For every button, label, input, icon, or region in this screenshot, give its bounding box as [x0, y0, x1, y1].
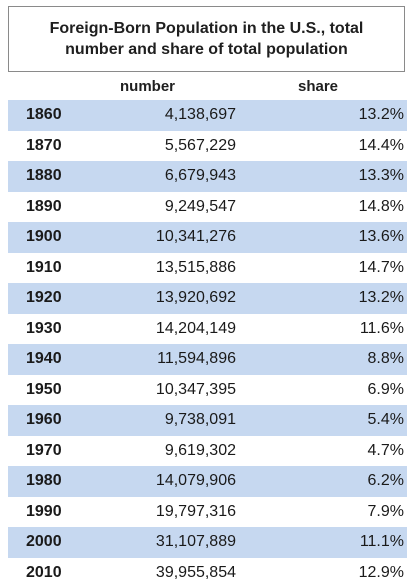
number-cell: 31,107,889	[156, 527, 236, 558]
share-cell: 5.4%	[368, 405, 404, 436]
year-cell: 1940	[26, 344, 62, 375]
share-cell: 13.2%	[359, 283, 404, 314]
table-row: 2000 31,107,889 11.1%	[8, 527, 407, 558]
table-row: 1880 6,679,943 13.3%	[8, 161, 407, 192]
number-cell: 39,955,854	[156, 558, 236, 588]
year-cell: 1900	[26, 222, 62, 253]
year-cell: 1860	[26, 100, 62, 131]
table-row: 1950 10,347,395 6.9%	[8, 375, 407, 406]
share-cell: 13.2%	[359, 100, 404, 131]
number-cell: 10,341,276	[156, 222, 236, 253]
year-cell: 2000	[26, 527, 62, 558]
table-row: 1980 14,079,906 6.2%	[8, 466, 407, 497]
number-cell: 11,594,896	[157, 344, 236, 375]
number-cell: 5,567,229	[165, 131, 236, 162]
year-cell: 1990	[26, 497, 62, 528]
year-cell: 1870	[26, 131, 62, 162]
table-row: 1900 10,341,276 13.6%	[8, 222, 407, 253]
table-row: 1920 13,920,692 13.2%	[8, 283, 407, 314]
year-cell: 1980	[26, 466, 62, 497]
year-cell: 1880	[26, 161, 62, 192]
number-cell: 9,738,091	[165, 405, 236, 436]
share-cell: 11.1%	[360, 527, 404, 558]
number-cell: 14,079,906	[156, 466, 236, 497]
number-cell: 9,249,547	[165, 192, 236, 223]
year-cell: 1950	[26, 375, 62, 406]
share-cell: 4.7%	[368, 436, 404, 467]
number-cell: 9,619,302	[165, 436, 236, 467]
table-row: 1960 9,738,091 5.4%	[8, 405, 407, 436]
share-cell: 11.6%	[360, 314, 404, 345]
column-header-share: share	[298, 78, 338, 95]
share-cell: 7.9%	[368, 497, 404, 528]
table-row: 1930 14,204,149 11.6%	[8, 314, 407, 345]
year-cell: 1910	[26, 253, 62, 284]
table-row: 1970 9,619,302 4.7%	[8, 436, 407, 467]
year-cell: 1920	[26, 283, 62, 314]
share-cell: 14.4%	[359, 131, 404, 162]
year-cell: 1890	[26, 192, 62, 223]
table-title: Foreign-Born Population in the U.S., tot…	[8, 6, 405, 72]
table-row: 1890 9,249,547 14.8%	[8, 192, 407, 223]
share-cell: 6.9%	[368, 375, 404, 406]
table-row: 1940 11,594,896 8.8%	[8, 344, 407, 375]
number-cell: 13,920,692	[156, 283, 236, 314]
table-row: 1860 4,138,697 13.2%	[8, 100, 407, 131]
header-row: number share	[8, 75, 407, 98]
column-header-number: number	[120, 78, 175, 95]
year-cell: 1960	[26, 405, 62, 436]
share-cell: 12.9%	[359, 558, 404, 588]
number-cell: 6,679,943	[165, 161, 236, 192]
number-cell: 13,515,886	[156, 253, 236, 284]
number-cell: 10,347,395	[156, 375, 236, 406]
table-row: 1910 13,515,886 14.7%	[8, 253, 407, 284]
table-row: 1870 5,567,229 14.4%	[8, 131, 407, 162]
number-cell: 19,797,316	[156, 497, 236, 528]
share-cell: 8.8%	[368, 344, 404, 375]
table-row: 2010 39,955,854 12.9%	[8, 558, 407, 588]
table-row: 1990 19,797,316 7.9%	[8, 497, 407, 528]
number-cell: 14,204,149	[156, 314, 236, 345]
share-cell: 14.8%	[359, 192, 404, 223]
year-cell: 2010	[26, 558, 62, 588]
share-cell: 13.3%	[359, 161, 404, 192]
year-cell: 1930	[26, 314, 62, 345]
title-line-1: Foreign-Born Population in the U.S., tot…	[50, 18, 364, 39]
year-cell: 1970	[26, 436, 62, 467]
number-cell: 4,138,697	[165, 100, 236, 131]
share-cell: 6.2%	[368, 466, 404, 497]
share-cell: 14.7%	[359, 253, 404, 284]
title-line-2: number and share of total population	[65, 39, 348, 60]
share-cell: 13.6%	[359, 222, 404, 253]
